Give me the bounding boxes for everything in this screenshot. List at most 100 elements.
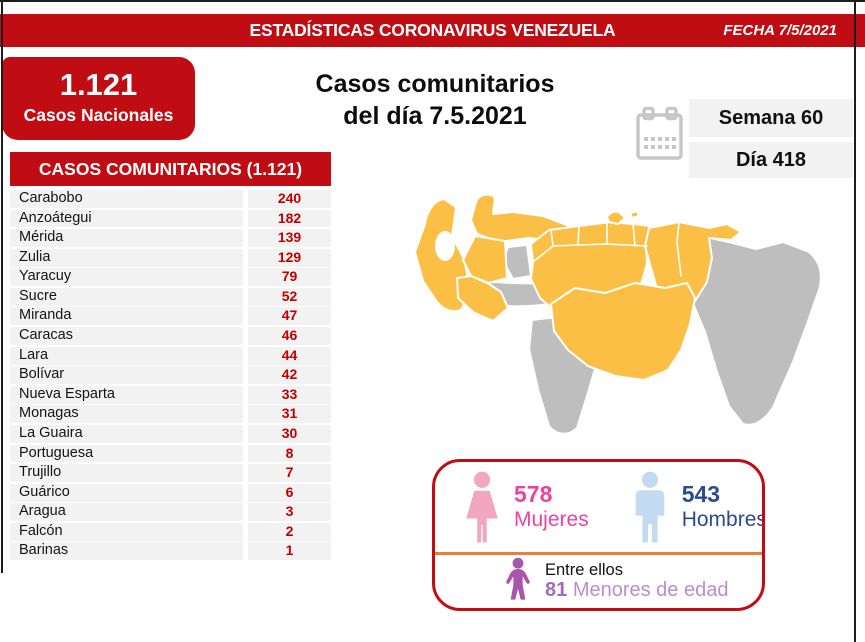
day-badge: Día 418 bbox=[689, 142, 853, 178]
venezuela-map bbox=[411, 184, 825, 442]
state-name: Monagas bbox=[10, 405, 243, 424]
table-row: Nueva Esparta 33 bbox=[10, 385, 331, 404]
state-value: 7 bbox=[248, 464, 331, 482]
state-name: Trujillo bbox=[10, 464, 243, 482]
page-title-line2: del día 7.5.2021 bbox=[343, 102, 527, 130]
state-name: Falcón bbox=[10, 522, 243, 541]
state-name: Bolívar bbox=[10, 366, 243, 385]
state-value: 139 bbox=[248, 229, 331, 248]
minors-section: Entre ellos 81 Menores de edad bbox=[435, 555, 762, 607]
state-value: 42 bbox=[248, 366, 331, 385]
table-row: Lara 44 bbox=[10, 346, 331, 365]
state-name: Caracas bbox=[10, 327, 243, 345]
left-frame-line bbox=[1, 0, 3, 573]
map-region-lara bbox=[462, 235, 508, 284]
map-region-andes bbox=[456, 275, 509, 322]
state-value: 8 bbox=[248, 444, 331, 463]
state-value: 2 bbox=[248, 522, 331, 541]
men-count: 543 bbox=[681, 480, 721, 507]
state-name: Anzoátegui bbox=[10, 209, 243, 228]
state-name: La Guaira bbox=[10, 424, 243, 443]
state-value: 33 bbox=[248, 385, 331, 404]
table-row: Anzoátegui 182 bbox=[10, 209, 331, 228]
women-group: 578 Mujeres bbox=[461, 470, 589, 544]
table-row: Miranda 47 bbox=[10, 307, 331, 326]
page-title-line1: Casos comunitarios bbox=[315, 70, 555, 98]
state-value: 79 bbox=[248, 268, 331, 287]
national-cases-label: Casos Nacionales bbox=[23, 105, 174, 125]
map-lake-maracaibo bbox=[435, 231, 455, 261]
map-state-borders bbox=[532, 221, 682, 277]
child-icon bbox=[506, 557, 530, 600]
state-name: Yaracuy bbox=[10, 268, 243, 287]
state-name: Mérida bbox=[10, 229, 243, 248]
page-title: Casos comunitarios del día 7.5.2021 bbox=[280, 68, 590, 132]
orange-divider bbox=[435, 552, 762, 555]
table-row: Caracas 46 bbox=[10, 327, 331, 345]
table-row: Mérida 139 bbox=[10, 229, 331, 248]
table-row: Barinas 1 bbox=[10, 542, 331, 561]
state-value: 30 bbox=[248, 424, 331, 443]
minors-label: Menores de edad bbox=[572, 579, 729, 601]
minors-count: 81 bbox=[545, 579, 568, 601]
minors-line: 81 Menores de edad bbox=[545, 579, 728, 601]
state-name: Lara bbox=[10, 346, 243, 365]
national-cases-box: 1.121 Casos Nacionales bbox=[2, 57, 195, 140]
state-value: 47 bbox=[248, 307, 331, 326]
states-table: Carabobo 240 Anzoátegui 182 Mérida 139 Z… bbox=[10, 190, 331, 562]
table-row: La Guaira 30 bbox=[10, 424, 331, 443]
state-value: 240 bbox=[248, 190, 331, 208]
table-row: Portuguesa 8 bbox=[10, 444, 331, 463]
women-count: 578 bbox=[514, 480, 553, 507]
table-row: Trujillo 7 bbox=[10, 464, 331, 482]
map-region-east bbox=[670, 235, 822, 426]
state-name: Aragua bbox=[10, 503, 243, 522]
header-banner: ESTADÍSTICAS CORONAVIRUS VENEZUELA FECHA… bbox=[0, 14, 865, 47]
female-icon bbox=[466, 471, 498, 543]
table-row: Aragua 3 bbox=[10, 503, 331, 522]
state-value: 6 bbox=[248, 483, 331, 502]
men-label: Hombres bbox=[681, 507, 765, 531]
state-name: Carabobo bbox=[10, 190, 243, 208]
state-value: 44 bbox=[248, 346, 331, 365]
table-row: Zulia 129 bbox=[10, 248, 331, 267]
national-cases-value: 1.121 bbox=[59, 67, 138, 102]
week-badge: Semana 60 bbox=[689, 99, 853, 137]
state-name: Guárico bbox=[10, 483, 243, 502]
men-group: 543 Hombres bbox=[629, 470, 765, 544]
table-row: Carabobo 240 bbox=[10, 190, 331, 208]
banner-title: ESTADÍSTICAS CORONAVIRUS VENEZUELA bbox=[249, 20, 616, 40]
table-row: Guárico 6 bbox=[10, 483, 331, 502]
community-cases-header: CASOS COMUNITARIOS (1.121) bbox=[10, 152, 331, 186]
demographics-box: 578 Mujeres 543 Hombres bbox=[432, 459, 765, 611]
right-frame-line bbox=[854, 0, 856, 642]
state-name: Sucre bbox=[10, 287, 243, 306]
map-region-margarita bbox=[606, 210, 626, 225]
table-row: Sucre 52 bbox=[10, 287, 331, 306]
state-value: 3 bbox=[248, 503, 331, 522]
state-value: 46 bbox=[248, 327, 331, 345]
state-value: 52 bbox=[248, 287, 331, 306]
state-name: Barinas bbox=[10, 542, 243, 561]
calendar-icon bbox=[634, 106, 684, 162]
table-row: Yaracuy 79 bbox=[10, 268, 331, 287]
map-region-coche bbox=[629, 210, 640, 219]
state-name: Zulia bbox=[10, 248, 243, 267]
state-value: 1 bbox=[248, 542, 331, 561]
table-row: Falcón 2 bbox=[10, 522, 331, 541]
map-region-bolivar bbox=[550, 282, 696, 381]
table-row: Monagas 31 bbox=[10, 405, 331, 424]
state-name: Miranda bbox=[10, 307, 243, 326]
top-frame-line bbox=[0, 0, 865, 2]
women-label: Mujeres bbox=[514, 507, 589, 531]
male-icon bbox=[635, 471, 665, 543]
state-value: 182 bbox=[248, 209, 331, 228]
state-name: Portuguesa bbox=[10, 444, 243, 463]
minors-intro: Entre ellos bbox=[545, 561, 623, 579]
state-value: 129 bbox=[248, 248, 331, 267]
gender-section: 578 Mujeres 543 Hombres bbox=[435, 462, 762, 552]
table-row: Bolívar 42 bbox=[10, 366, 331, 385]
banner-date: FECHA 7/5/2021 bbox=[723, 22, 837, 39]
state-value: 31 bbox=[248, 405, 331, 424]
